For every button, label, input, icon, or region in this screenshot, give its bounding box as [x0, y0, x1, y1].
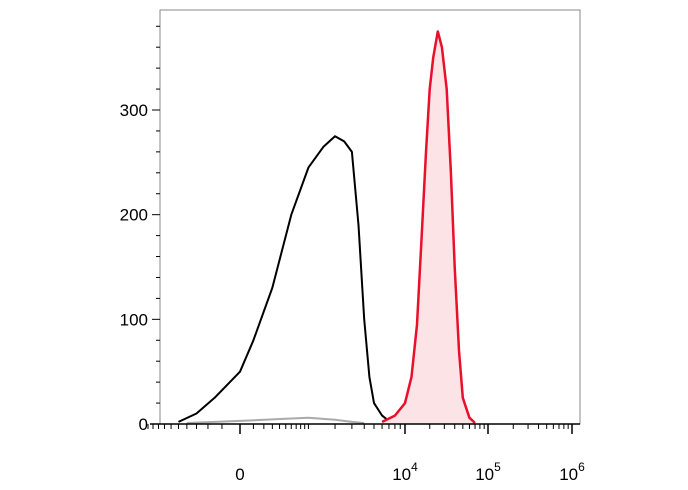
x-tick-label-exponent: 6	[578, 460, 585, 474]
series-fill-1	[382, 31, 475, 424]
y-tick-label: 0	[139, 415, 148, 434]
y-tick-label: 100	[120, 310, 148, 329]
plot-frame	[159, 9, 581, 425]
x-tick-label-exponent: 4	[411, 460, 418, 474]
x-tick-label-exponent: 5	[494, 460, 501, 474]
series-line-2	[186, 416, 365, 424]
y-tick-label: 200	[120, 206, 148, 225]
x-tick-label: 0	[235, 465, 244, 484]
x-tick-label: 105	[475, 460, 501, 484]
x-tick-label: 106	[559, 460, 585, 484]
series-line-0	[178, 135, 396, 424]
y-tick-label: 300	[120, 101, 148, 120]
series-line-1	[381, 30, 476, 424]
x-tick-label: 104	[392, 460, 418, 484]
